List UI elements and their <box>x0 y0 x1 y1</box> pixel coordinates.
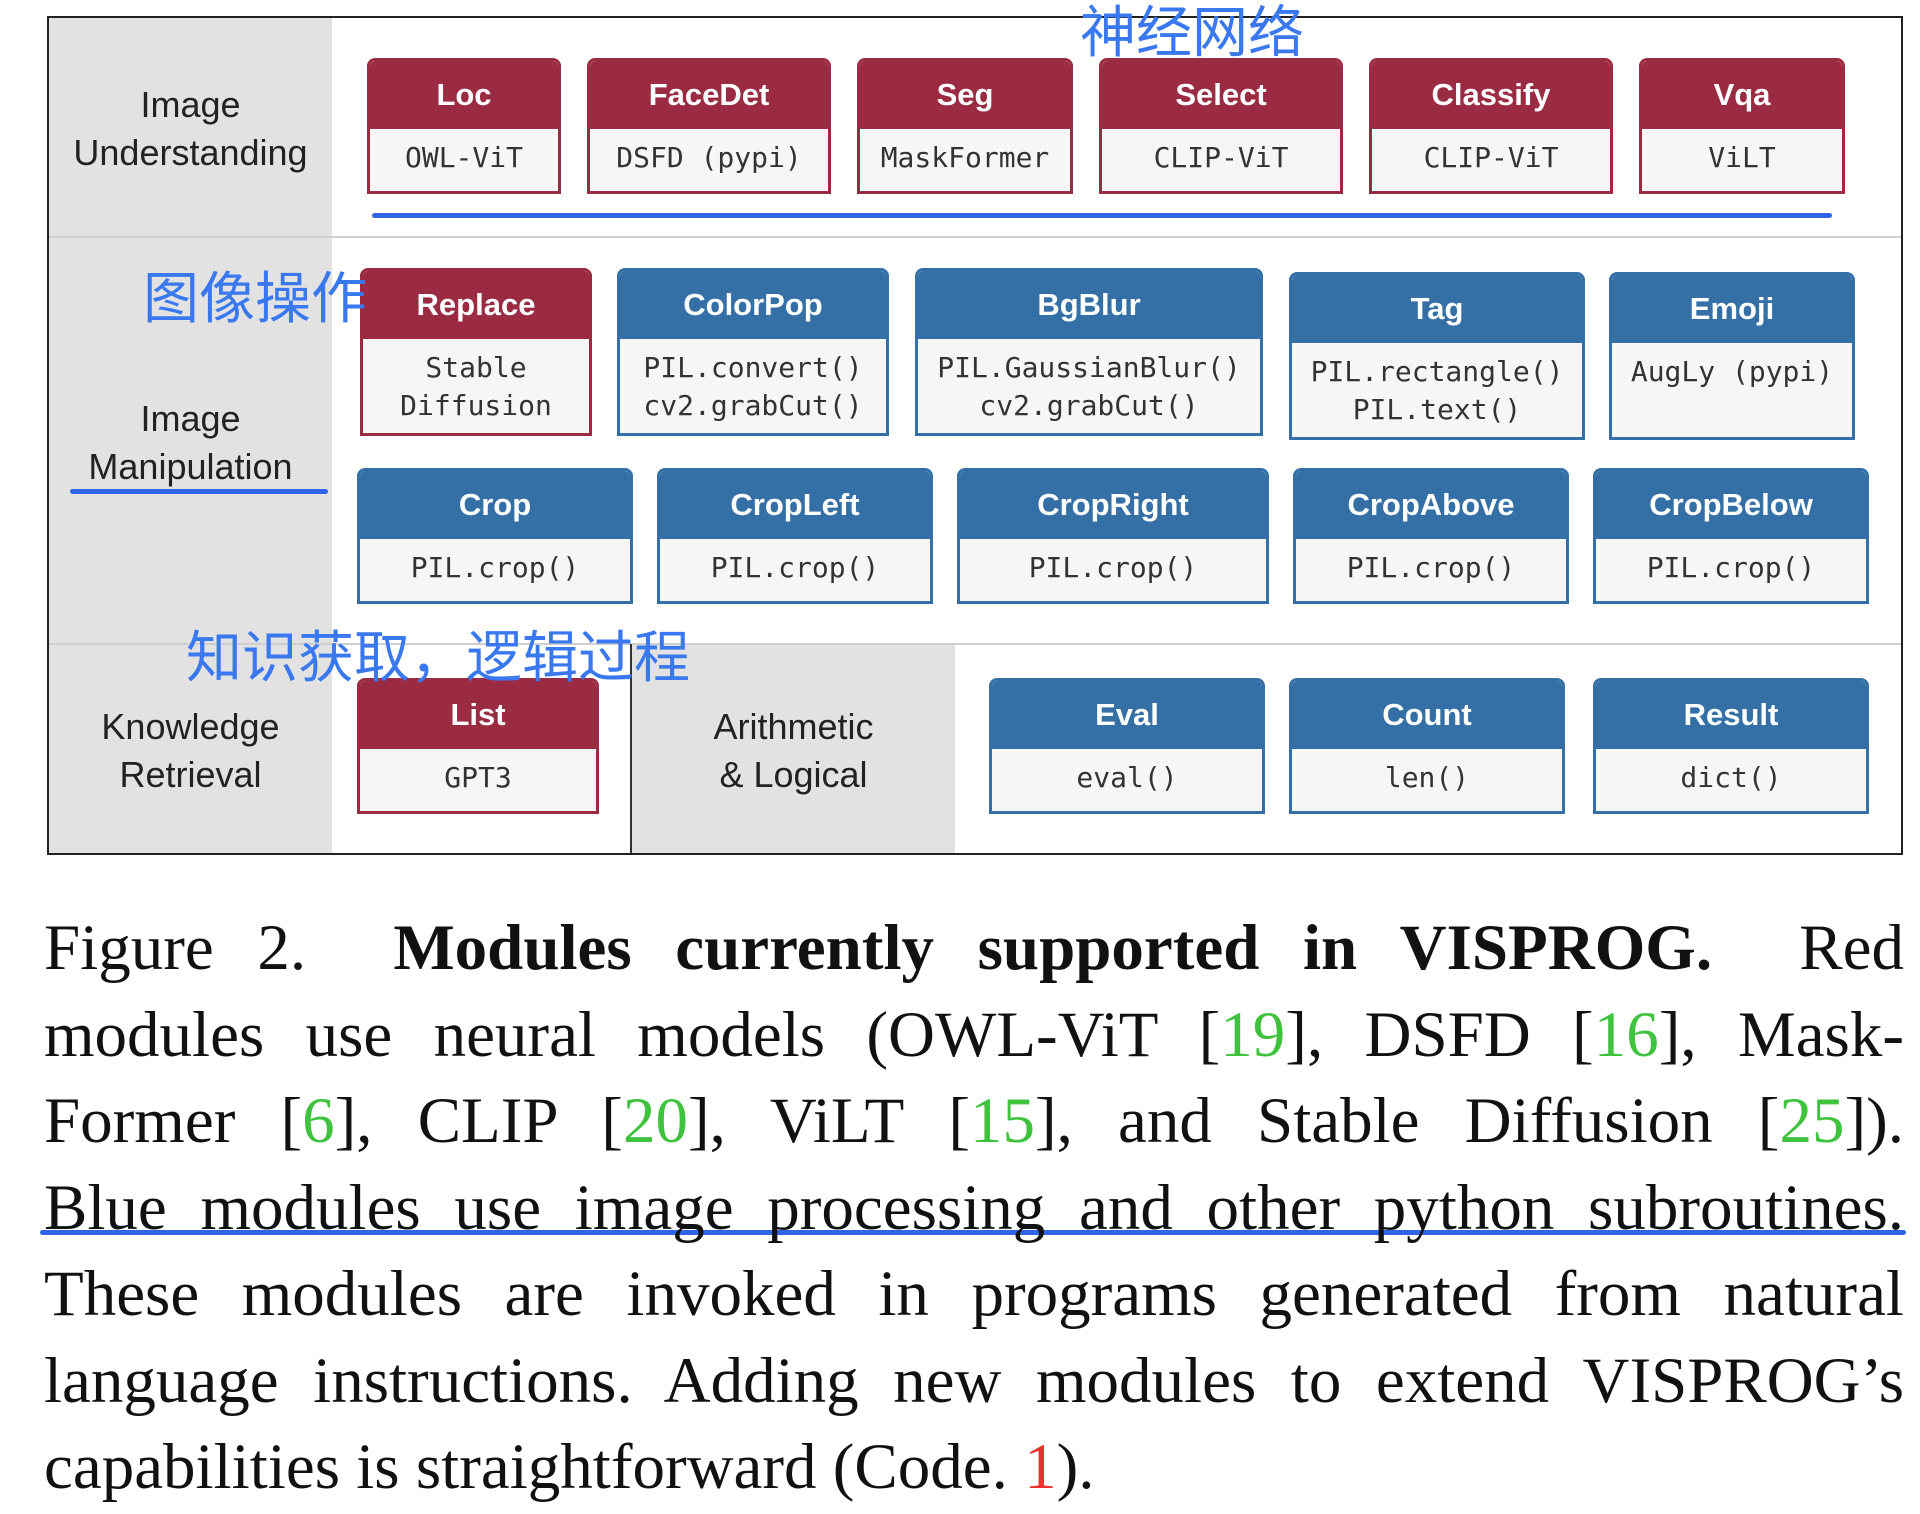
section-label-knowledge-retrieval: Knowledge Retrieval <box>101 706 280 795</box>
caption-line: These modules are invoked in programs ge… <box>44 1258 1904 1330</box>
module-name: Seg <box>860 61 1070 129</box>
module-name: ColorPop <box>620 271 886 339</box>
annotation-image-operation: 图像操作 <box>143 267 367 332</box>
annotation-knowledge-logic: 知识获取，逻辑过程 <box>186 626 690 691</box>
caption-line: modules use neural models (OWL-ViT [19],… <box>44 998 1904 1071</box>
module-name: Emoji <box>1612 275 1852 343</box>
citation[interactable]: 20 <box>622 1085 688 1157</box>
column-divider <box>630 644 632 853</box>
module-name: Loc <box>370 61 558 129</box>
module-impl: GPT3 <box>444 761 512 794</box>
citation[interactable]: 16 <box>1593 998 1659 1071</box>
module-name: BgBlur <box>918 271 1260 339</box>
module-name: Result <box>1596 681 1866 749</box>
caption-line: capabilities is straightforward (Code. 1… <box>44 1431 1095 1503</box>
module-emoji: Emoji AugLy (pypi) <box>1609 272 1855 440</box>
module-impl: MaskFormer <box>880 141 1050 174</box>
annotation-underline-caption <box>40 1230 1906 1235</box>
module-impl: CLIP-ViT <box>1153 141 1289 174</box>
module-name: Count <box>1292 681 1562 749</box>
module-count: Count len() <box>1289 678 1565 814</box>
figure-caption: Figure 2. Modules currently supported in… <box>44 905 1904 1511</box>
figure-label: Figure 2. <box>44 912 307 984</box>
module-name: CropBelow <box>1596 471 1866 539</box>
module-bgblur: BgBlur PIL.GaussianBlur() cv2.grabCut() <box>915 268 1263 436</box>
module-name: Crop <box>360 471 630 539</box>
module-name: Tag <box>1292 275 1582 343</box>
citation[interactable]: 25 <box>1779 1085 1845 1157</box>
caption-line: Blue modules use image processing and ot… <box>44 1171 1904 1244</box>
module-name: List <box>360 681 596 749</box>
module-impl: PIL.crop() <box>1646 551 1816 584</box>
module-diagram: Image Understanding Image Manipulation K… <box>47 16 1903 855</box>
module-tag: Tag PIL.rectangle() PIL.text() <box>1289 272 1585 440</box>
section-shade-left <box>49 18 332 853</box>
module-impl: PIL.GaussianBlur() cv2.grabCut() <box>937 351 1241 422</box>
module-impl: PIL.crop() <box>1346 551 1516 584</box>
module-impl: Stable Diffusion <box>400 351 552 422</box>
module-classify: Classify CLIP-ViT <box>1369 58 1613 194</box>
caption-line: Figure 2. Modules currently supported in… <box>44 912 1905 984</box>
module-crop: Crop PIL.crop() <box>357 468 633 604</box>
module-impl: PIL.rectangle() PIL.text() <box>1310 355 1564 426</box>
module-name: Vqa <box>1642 61 1842 129</box>
module-result: Result dict() <box>1593 678 1869 814</box>
annotation-underline-manipulation <box>70 489 328 494</box>
module-name: CropRight <box>960 471 1266 539</box>
section-label-arithmetic-logical: Arithmetic & Logical <box>713 706 874 795</box>
module-eval: Eval eval() <box>989 678 1265 814</box>
module-name: Replace <box>363 271 589 339</box>
module-cropbelow: CropBelow PIL.crop() <box>1593 468 1869 604</box>
caption-title: Modules currently supported in VISPROG. <box>393 912 1713 984</box>
module-loc: Loc OWL-ViT <box>367 58 561 194</box>
module-name: CropLeft <box>660 471 930 539</box>
module-impl: eval() <box>1076 761 1178 794</box>
row-divider <box>49 643 1901 645</box>
annotation-underline-red-modules <box>372 213 1832 218</box>
section-label-image-understanding: Image Understanding <box>73 84 308 173</box>
module-impl: len() <box>1384 761 1470 794</box>
citation[interactable]: 15 <box>970 1085 1035 1157</box>
module-name: CropAbove <box>1296 471 1566 539</box>
caption-line: language instructions. Adding new module… <box>44 1344 1904 1417</box>
module-impl: DSFD (pypi) <box>616 141 802 174</box>
module-impl: CLIP-ViT <box>1423 141 1559 174</box>
module-cropleft: CropLeft PIL.crop() <box>657 468 933 604</box>
module-seg: Seg MaskFormer <box>857 58 1073 194</box>
citation[interactable]: 19 <box>1220 998 1286 1071</box>
code-reference[interactable]: 1 <box>1024 1431 1057 1503</box>
module-colorpop: ColorPop PIL.convert() cv2.grabCut() <box>617 268 889 436</box>
module-impl: AugLy (pypi) <box>1630 355 1834 388</box>
module-list: List GPT3 <box>357 678 599 814</box>
module-impl: PIL.crop() <box>410 551 580 584</box>
section-label-image-manipulation: Image Manipulation <box>88 398 293 487</box>
caption-line: Former [6], CLIP [20], ViLT [15], and St… <box>44 1085 1904 1157</box>
module-impl: ViLT <box>1708 141 1776 174</box>
module-facedet: FaceDet DSFD (pypi) <box>587 58 831 194</box>
module-impl: PIL.crop() <box>710 551 880 584</box>
module-impl: PIL.convert() cv2.grabCut() <box>643 351 863 422</box>
module-cropabove: CropAbove PIL.crop() <box>1293 468 1569 604</box>
module-impl: PIL.crop() <box>1028 551 1198 584</box>
module-name: Eval <box>992 681 1262 749</box>
row-divider <box>49 236 1901 238</box>
annotation-neural-network: 神经网络 <box>1080 1 1304 66</box>
module-impl: dict() <box>1680 761 1782 794</box>
module-cropright: CropRight PIL.crop() <box>957 468 1269 604</box>
module-name: FaceDet <box>590 61 828 129</box>
citation[interactable]: 6 <box>302 1085 335 1157</box>
module-select: Select CLIP-ViT <box>1099 58 1343 194</box>
module-vqa: Vqa ViLT <box>1639 58 1845 194</box>
module-name: Select <box>1102 61 1340 129</box>
module-name: Classify <box>1372 61 1610 129</box>
section-shade-arith <box>632 644 955 853</box>
module-impl: OWL-ViT <box>404 141 523 174</box>
module-replace: Replace Stable Diffusion <box>360 268 592 436</box>
